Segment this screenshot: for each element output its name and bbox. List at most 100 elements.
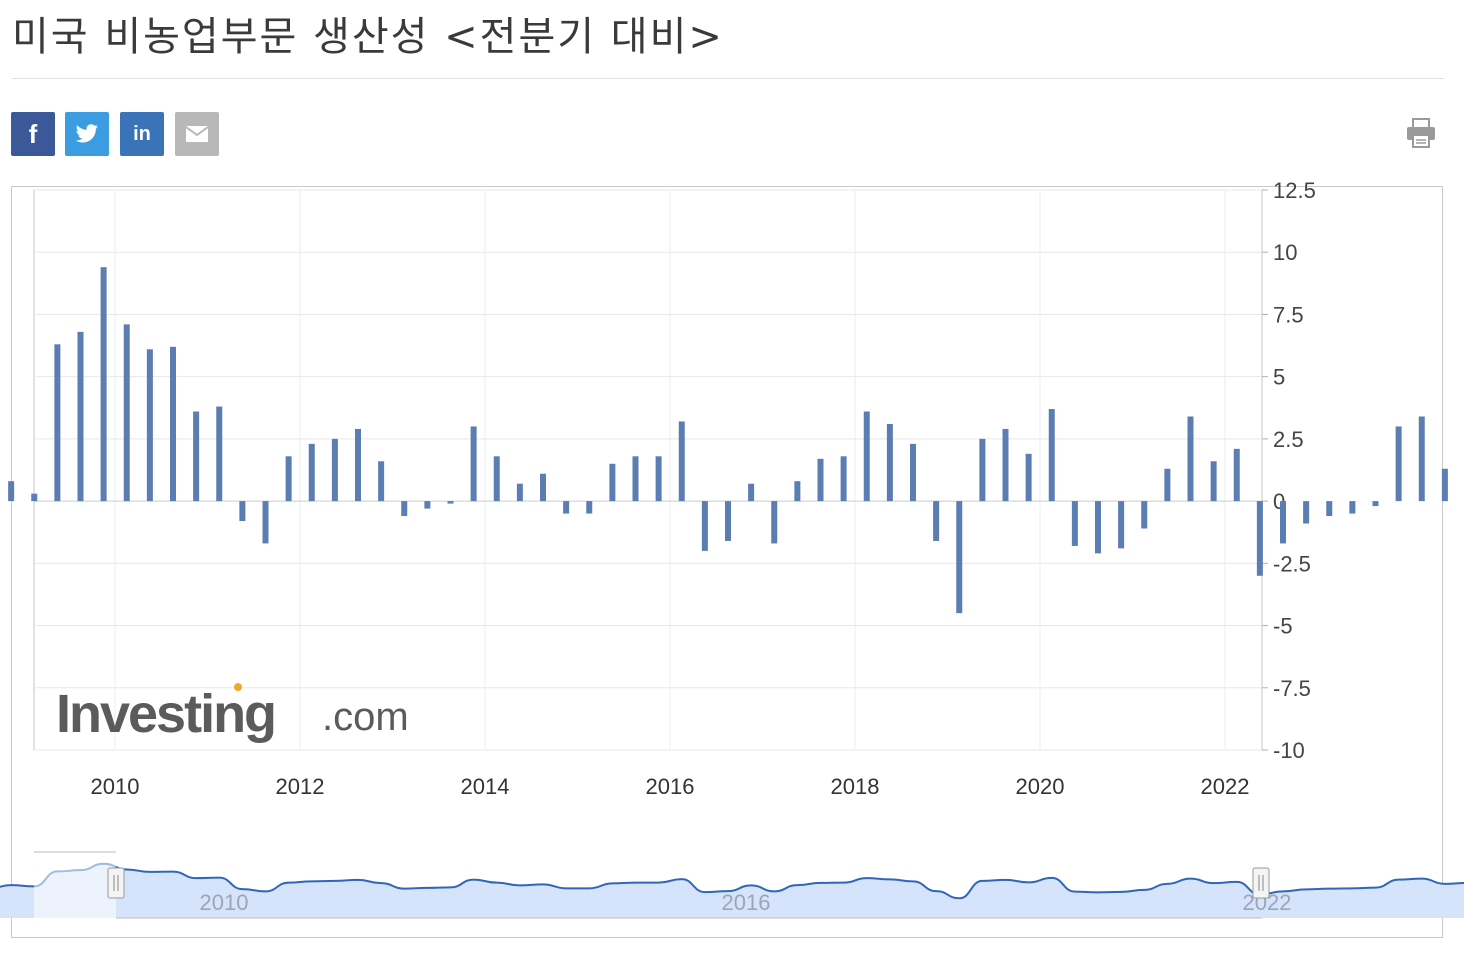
x-tick-label: 2022 — [1201, 774, 1250, 799]
print-icon — [1407, 118, 1435, 148]
bar — [1071, 501, 1078, 546]
bar — [355, 428, 361, 502]
bar — [239, 501, 246, 522]
print-button[interactable] — [1404, 116, 1438, 150]
bar — [956, 501, 963, 614]
y-tick-label: -10 — [1273, 738, 1305, 763]
bar — [1002, 428, 1009, 502]
bar — [678, 421, 685, 502]
bar — [193, 411, 200, 502]
navigator-handle[interactable] — [1252, 867, 1270, 899]
chart-frame — [11, 186, 1443, 938]
y-tick-label: 12.5 — [1273, 178, 1316, 203]
y-tick-label: -2.5 — [1273, 551, 1311, 576]
x-tick-label: 2018 — [831, 774, 880, 799]
bar — [701, 501, 708, 551]
bar — [1095, 501, 1101, 554]
bar — [1048, 409, 1055, 502]
bar — [794, 481, 801, 502]
email-icon — [185, 126, 209, 142]
bar — [609, 463, 616, 502]
bar — [840, 456, 847, 502]
bar — [725, 501, 731, 541]
title-divider — [12, 78, 1444, 79]
bar — [979, 438, 986, 502]
watermark-dot — [234, 683, 242, 691]
navigator-line — [0, 862, 1464, 900]
watermark-logo: Investing .com — [56, 683, 409, 744]
page-title: 미국 비농업부문 생산성 <전분기 대비> — [12, 14, 724, 60]
linkedin-share-button[interactable]: in — [120, 112, 164, 156]
navigator-mask — [34, 852, 116, 918]
plot-area — [33, 189, 1263, 751]
navigator-handle-body — [1252, 867, 1270, 899]
bar — [1187, 416, 1194, 502]
twitter-share-button[interactable] — [65, 112, 109, 156]
y-tick-label: 5 — [1273, 365, 1285, 390]
bar — [31, 493, 38, 502]
bar — [146, 349, 153, 502]
bar — [516, 483, 523, 502]
email-share-button[interactable] — [175, 112, 219, 156]
bar — [1372, 501, 1379, 507]
bar — [100, 267, 107, 502]
bar — [1141, 501, 1148, 529]
bar — [470, 426, 477, 502]
bar — [1441, 468, 1448, 502]
y-tick-label: 7.5 — [1273, 302, 1304, 327]
watermark-suffix: .com — [322, 695, 409, 739]
navigator-handle[interactable] — [107, 867, 125, 899]
y-tick-label: 10 — [1273, 240, 1297, 265]
bar — [817, 458, 824, 502]
bar — [170, 346, 176, 502]
bar — [655, 456, 662, 502]
x-tick-label: 2020 — [1016, 774, 1065, 799]
bar — [1210, 461, 1217, 502]
facebook-share-button[interactable]: f — [11, 112, 55, 156]
navigator-label: 2010 — [200, 890, 249, 915]
bar — [378, 461, 385, 502]
x-tick-label: 2010 — [91, 774, 140, 799]
watermark-text: Investing — [56, 684, 275, 744]
bar — [933, 501, 940, 541]
y-tick-label: 2.5 — [1273, 427, 1304, 452]
bar — [262, 501, 269, 544]
bar — [1303, 501, 1310, 524]
x-tick-label: 2016 — [646, 774, 695, 799]
bar — [1326, 501, 1333, 517]
bar — [493, 456, 500, 502]
bar — [77, 331, 84, 502]
x-tick-label: 2014 — [461, 774, 510, 799]
bar — [1164, 468, 1171, 502]
bar — [1233, 448, 1240, 502]
bar — [771, 501, 778, 544]
bar — [8, 481, 15, 502]
y-tick-label: -5 — [1273, 614, 1293, 639]
bar — [563, 501, 570, 514]
bar — [123, 324, 130, 502]
bar — [540, 473, 546, 502]
bar — [1025, 453, 1032, 502]
bar — [632, 456, 639, 502]
bar — [401, 501, 408, 517]
twitter-icon — [75, 124, 98, 143]
bar — [1256, 501, 1263, 576]
bar — [54, 344, 61, 502]
y-tick-label: -7.5 — [1273, 676, 1311, 701]
bar — [1349, 501, 1356, 514]
facebook-icon: f — [28, 118, 38, 149]
bar — [1418, 416, 1425, 502]
bar — [1280, 501, 1286, 544]
bar — [331, 438, 338, 502]
bar — [910, 443, 916, 502]
bar — [424, 501, 431, 509]
bar — [863, 411, 870, 502]
navigator-handle-body — [107, 867, 125, 899]
bar — [886, 423, 893, 502]
bar — [216, 406, 223, 502]
bar — [447, 501, 454, 504]
bar — [748, 483, 755, 502]
bar — [1395, 426, 1402, 502]
linkedin-icon: in — [133, 122, 151, 145]
